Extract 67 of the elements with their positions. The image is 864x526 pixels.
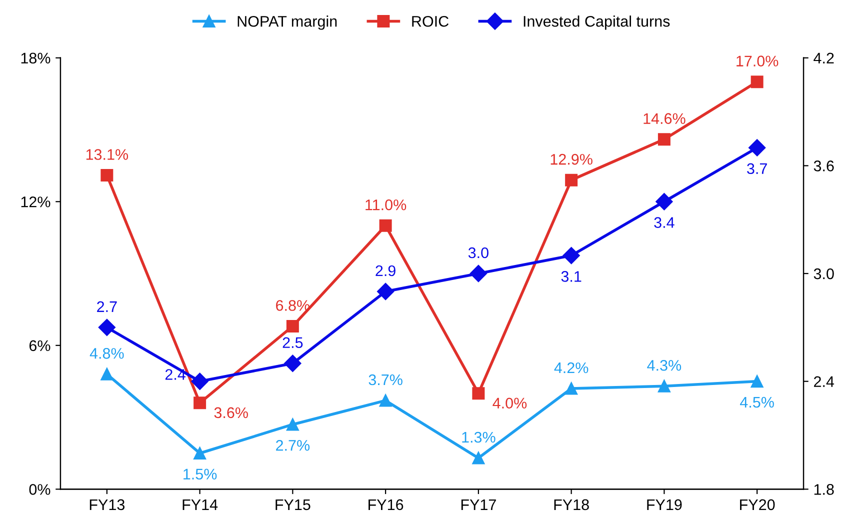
data-label: 2.5 bbox=[282, 337, 303, 348]
point bbox=[286, 320, 299, 332]
point bbox=[379, 394, 392, 407]
data-label: 11.0% bbox=[366, 199, 406, 210]
legend-label: NOPAT margin bbox=[238, 16, 337, 30]
data-label: 3.7% bbox=[368, 374, 402, 386]
point bbox=[658, 133, 670, 146]
data-label: 3.1 bbox=[561, 271, 582, 282]
point bbox=[565, 174, 578, 186]
legend-label: ROIC bbox=[412, 16, 449, 27]
data-label: 4.3% bbox=[647, 360, 682, 371]
y-tick-label: 6% bbox=[29, 340, 50, 352]
data-label: 2.7 bbox=[97, 301, 117, 312]
point bbox=[750, 76, 764, 88]
point bbox=[377, 282, 394, 300]
point bbox=[379, 219, 392, 232]
point bbox=[658, 380, 670, 392]
data-label: 4.8% bbox=[90, 348, 124, 359]
x-tick-label: FY17 bbox=[461, 499, 496, 510]
point bbox=[194, 446, 206, 460]
point bbox=[191, 372, 208, 390]
y2-tick-label: 2.4 bbox=[814, 376, 834, 387]
x-tick-label: FY19 bbox=[647, 499, 682, 510]
point bbox=[284, 354, 302, 372]
y-tick-label: 12% bbox=[21, 196, 50, 208]
data-label: 4.2% bbox=[554, 362, 588, 374]
data-label: 2.7% bbox=[276, 440, 310, 451]
point bbox=[562, 246, 580, 264]
point bbox=[748, 139, 766, 156]
legend-label: Invested Capital turns bbox=[524, 16, 670, 30]
x-tick-label: FY13 bbox=[90, 499, 125, 510]
data-label: 6.8% bbox=[276, 300, 310, 311]
data-label: 14.6% bbox=[644, 113, 686, 124]
data-label: 1.3% bbox=[462, 432, 496, 443]
point bbox=[472, 387, 485, 400]
point bbox=[286, 418, 299, 431]
data-label: 3.4 bbox=[654, 217, 674, 228]
point bbox=[656, 193, 673, 210]
x-tick-label: FY16 bbox=[368, 499, 404, 510]
data-label: 3.7 bbox=[747, 163, 767, 174]
point bbox=[194, 396, 206, 410]
x-tick-label: FY18 bbox=[554, 499, 589, 510]
y2-tick-label: 4.2 bbox=[814, 52, 834, 64]
data-label: 2.9 bbox=[376, 265, 396, 276]
y2-tick-label: 1.8 bbox=[814, 484, 834, 495]
data-label: 12.9% bbox=[550, 154, 592, 165]
point bbox=[750, 375, 764, 388]
y2-tick-label: 3.0 bbox=[814, 268, 834, 280]
point bbox=[100, 368, 114, 380]
data-label: 3.0 bbox=[468, 247, 488, 258]
y2-tick-label: 3.6 bbox=[814, 160, 834, 172]
y-tick-label: 18% bbox=[21, 52, 50, 64]
point bbox=[98, 318, 116, 336]
x-tick-label: FY15 bbox=[276, 499, 310, 510]
point bbox=[472, 452, 485, 464]
data-label: 4.5% bbox=[740, 396, 774, 408]
x-tick-label: FY20 bbox=[740, 499, 775, 510]
data-label: 1.5% bbox=[184, 468, 217, 480]
data-label: 4.0% bbox=[492, 398, 527, 409]
point bbox=[100, 169, 114, 182]
data-label: 17.0% bbox=[736, 56, 778, 66]
point bbox=[565, 382, 578, 395]
data-label: 3.6% bbox=[214, 407, 248, 418]
point bbox=[470, 264, 487, 282]
data-label: 13.1% bbox=[86, 149, 128, 160]
y-tick-label: 0% bbox=[29, 484, 50, 495]
x-tick-label: FY14 bbox=[182, 499, 218, 510]
